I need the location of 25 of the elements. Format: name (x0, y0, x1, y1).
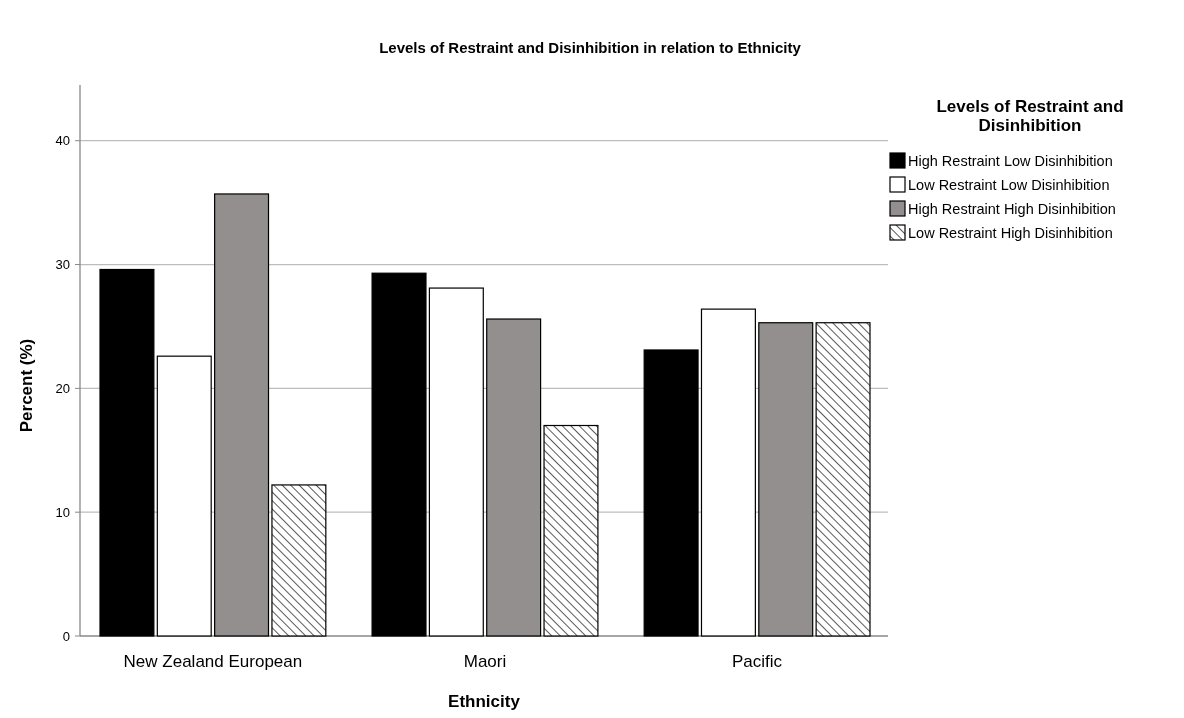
y-tick-label: 0 (62, 628, 70, 644)
bar (700, 308, 756, 637)
y-tick-label: 10 (55, 504, 70, 520)
legend-label: High Restraint High Disinhibition (908, 201, 1116, 218)
legend-title: Levels of Restraint and Disinhibition (936, 97, 1124, 135)
bar (643, 349, 699, 637)
y-tick-label: 30 (55, 257, 70, 273)
x-axis-title: Ethnicity (448, 692, 521, 711)
bar (99, 268, 155, 637)
x-tick-label: New Zealand European (123, 652, 303, 671)
legend-label: High Restraint Low Disinhibition (908, 153, 1113, 170)
legend-label: Low Restraint Low Disinhibition (908, 177, 1110, 194)
bar (271, 484, 327, 637)
chart-title: Levels of Restraint and Disinhibition in relation to Ethnicity (379, 39, 802, 56)
bar (815, 322, 871, 637)
y-tick-label: 40 (55, 133, 70, 149)
y-tick-label: 20 (55, 380, 70, 396)
legend-label: Low Restraint High Disinhibition (908, 225, 1113, 242)
bar (428, 287, 484, 637)
x-tick-label: Pacific (732, 652, 783, 671)
bar (156, 355, 212, 637)
x-tick-label: Maori (463, 652, 507, 671)
bar (543, 424, 599, 637)
y-axis-title: Percent (%) (17, 338, 36, 433)
bar (371, 272, 427, 637)
